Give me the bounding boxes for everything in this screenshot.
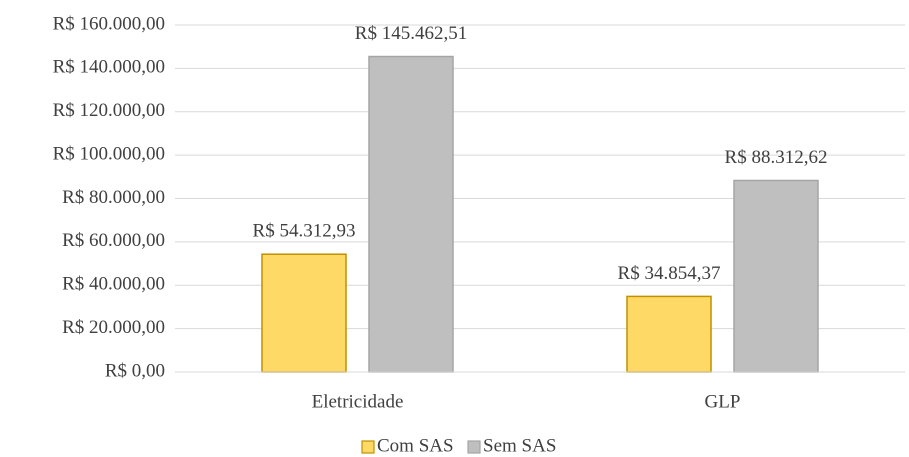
y-tick-label: R$ 0,00: [105, 360, 165, 381]
x-tick-label: GLP: [705, 391, 741, 412]
value-label: R$ 145.462,51: [355, 23, 467, 44]
x-tick-label: Eletricidade: [312, 391, 404, 412]
value-label: R$ 88.312,62: [725, 147, 828, 168]
y-tick-label: R$ 80.000,00: [62, 187, 165, 208]
y-tick-label: R$ 60.000,00: [62, 230, 165, 251]
legend-swatch: [467, 440, 481, 454]
value-label: R$ 34.854,37: [618, 263, 721, 284]
bar: [368, 55, 454, 373]
y-tick-label: R$ 160.000,00: [53, 13, 165, 34]
bar: [261, 253, 347, 373]
y-tick-label: R$ 40.000,00: [62, 274, 165, 295]
y-tick-label: R$ 120.000,00: [53, 100, 165, 121]
bar: [626, 295, 712, 373]
legend-label: Sem SAS: [483, 435, 556, 456]
y-tick-label: R$ 140.000,00: [53, 57, 165, 78]
bar: [733, 179, 819, 373]
y-tick-label: R$ 100.000,00: [53, 143, 165, 164]
legend-label: Com SAS: [377, 435, 454, 456]
value-label: R$ 54.312,93: [253, 221, 356, 242]
legend-swatch: [361, 440, 375, 454]
y-tick-label: R$ 20.000,00: [62, 317, 165, 338]
